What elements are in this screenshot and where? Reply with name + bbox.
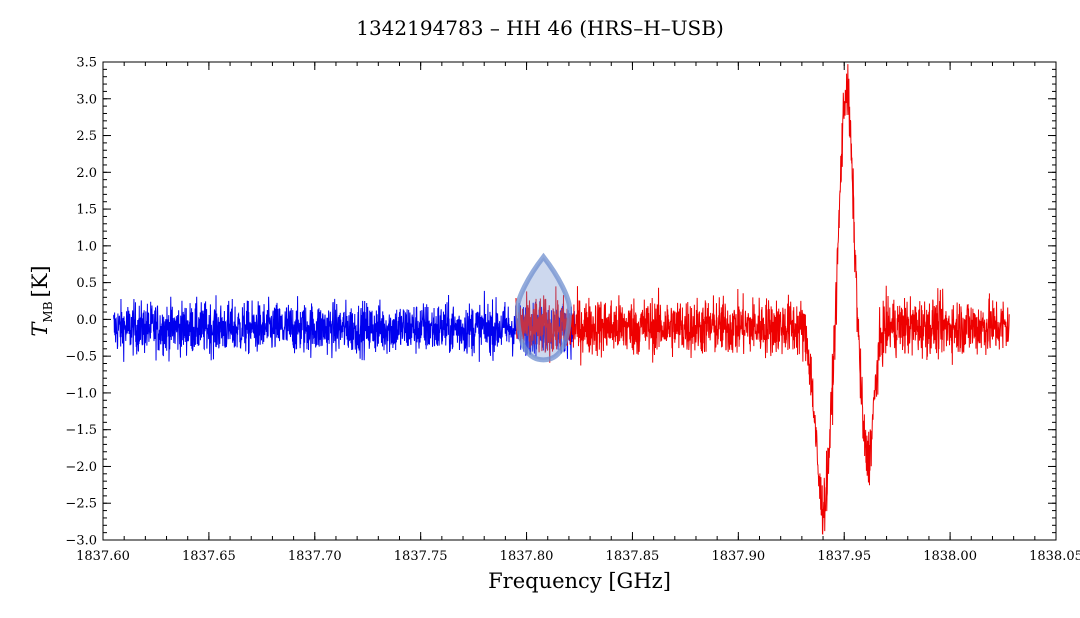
y-tick-label: 1.0: [76, 239, 97, 254]
y-axis-label: TMB [K]: [28, 265, 55, 336]
x-tick-label: 1837.65: [182, 549, 236, 564]
x-tick-label: 1837.90: [711, 549, 765, 564]
y-tick-label: −1.5: [65, 423, 97, 438]
y-axis-label-text: TMB [K]: [28, 265, 55, 336]
y-label-unit: [K]: [28, 265, 52, 297]
y-tick-label: 2.5: [76, 129, 97, 144]
x-tick-label: 1837.70: [288, 549, 342, 564]
y-label-subscript: MB: [41, 301, 55, 322]
series-layer: [113, 64, 1010, 535]
x-tick-label: 1838.05: [1029, 549, 1080, 564]
y-tick-label: −2.5: [65, 497, 97, 512]
plot-frame: [102, 61, 1057, 541]
y-tick-label: −2.0: [65, 460, 97, 475]
y-tick-label: 0.0: [76, 313, 97, 328]
plot-border: [102, 61, 1057, 541]
x-tick-label: 1837.85: [606, 549, 660, 564]
x-tick-label: 1837.60: [76, 549, 130, 564]
selection-marker[interactable]: [514, 252, 572, 363]
series-line-0: [113, 290, 576, 362]
y-tick-label: −3.0: [65, 534, 97, 549]
x-axis: 1837.60 1837.65 1837.70 1837.75 1837.80 1837.…: [76, 62, 1080, 564]
series-line-1: [515, 64, 1010, 535]
x-tick-label: 1838.00: [923, 549, 977, 564]
y-tick-label: 3.5: [76, 56, 97, 71]
chart-title: 1342194783 – HH 46 (HRS–H–USB): [356, 16, 724, 40]
x-tick-label: 1837.75: [394, 549, 448, 564]
y-tick-label: 1.5: [76, 203, 97, 218]
x-axis-label: Frequency [GHz]: [488, 569, 671, 593]
overlay-layer: [514, 252, 572, 363]
y-label-symbol: T: [28, 321, 52, 337]
y-tick-label: 3.0: [76, 92, 97, 107]
y-tick-label: 0.5: [76, 276, 97, 291]
x-tick-label: 1837.80: [500, 549, 554, 564]
y-tick-label: −1.0: [65, 386, 97, 401]
y-tick-label: −0.5: [65, 350, 97, 365]
y-axis: −3.0 −2.5 −2.0 −1.5 −1.0 −0.5 0.0 0.5 1.0 1.5 2.0 2…: [65, 56, 1056, 549]
x-tick-label: 1837.95: [817, 549, 871, 564]
y-tick-label: 2.0: [76, 166, 97, 181]
